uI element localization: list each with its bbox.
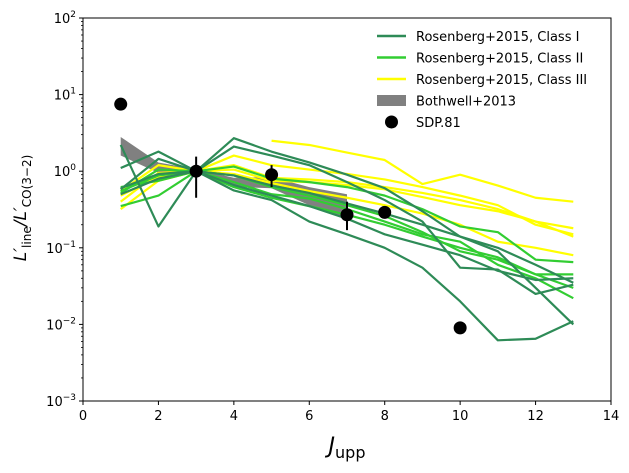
y-tick-label: 10−1 xyxy=(46,240,76,257)
series-line-class-i xyxy=(120,170,575,326)
x-axis-label: Jupp xyxy=(325,434,366,462)
y-axis-label: L′line/L′CO(3−2) xyxy=(11,155,34,262)
y-tick-label: 101 xyxy=(54,87,76,104)
y-tick-label: 10−2 xyxy=(46,316,76,333)
plot-area xyxy=(114,97,575,342)
sdp81-point xyxy=(453,321,467,335)
sdp81-point xyxy=(378,205,392,219)
sdp81-point xyxy=(340,208,354,222)
x-tick-label: 0 xyxy=(79,409,87,424)
legend-label: Bothwell+2013 xyxy=(416,95,516,110)
y-tick-label: 102 xyxy=(54,10,76,27)
x-tick-label: 2 xyxy=(154,409,162,424)
bothwell-band xyxy=(120,136,348,219)
y-tick-label: 100 xyxy=(54,163,77,180)
series-line-class-iii xyxy=(271,139,574,203)
x-tick-label: 14 xyxy=(603,409,620,424)
plot-frame xyxy=(82,17,612,402)
x-tick-label: 4 xyxy=(230,409,238,424)
x-tick-label: 12 xyxy=(527,409,544,424)
legend-swatch-patch xyxy=(377,95,406,106)
legend-label: SDP.81 xyxy=(416,116,461,131)
series-line-class-i xyxy=(120,150,574,342)
x-tick-label: 6 xyxy=(305,409,313,424)
legend-swatch-marker xyxy=(385,115,398,129)
sdp81-point xyxy=(189,164,203,178)
sdp81-point xyxy=(265,168,279,182)
sdp81-point xyxy=(114,97,128,111)
legend-label: Rosenberg+2015, Class III xyxy=(416,73,587,88)
x-tick-label: 10 xyxy=(452,409,469,424)
legend-label: Rosenberg+2015, Class I xyxy=(416,30,579,45)
x-tick-label: 8 xyxy=(381,409,389,424)
legend-label: Rosenberg+2015, Class II xyxy=(416,52,583,67)
y-tick-label: 10−3 xyxy=(46,393,76,410)
